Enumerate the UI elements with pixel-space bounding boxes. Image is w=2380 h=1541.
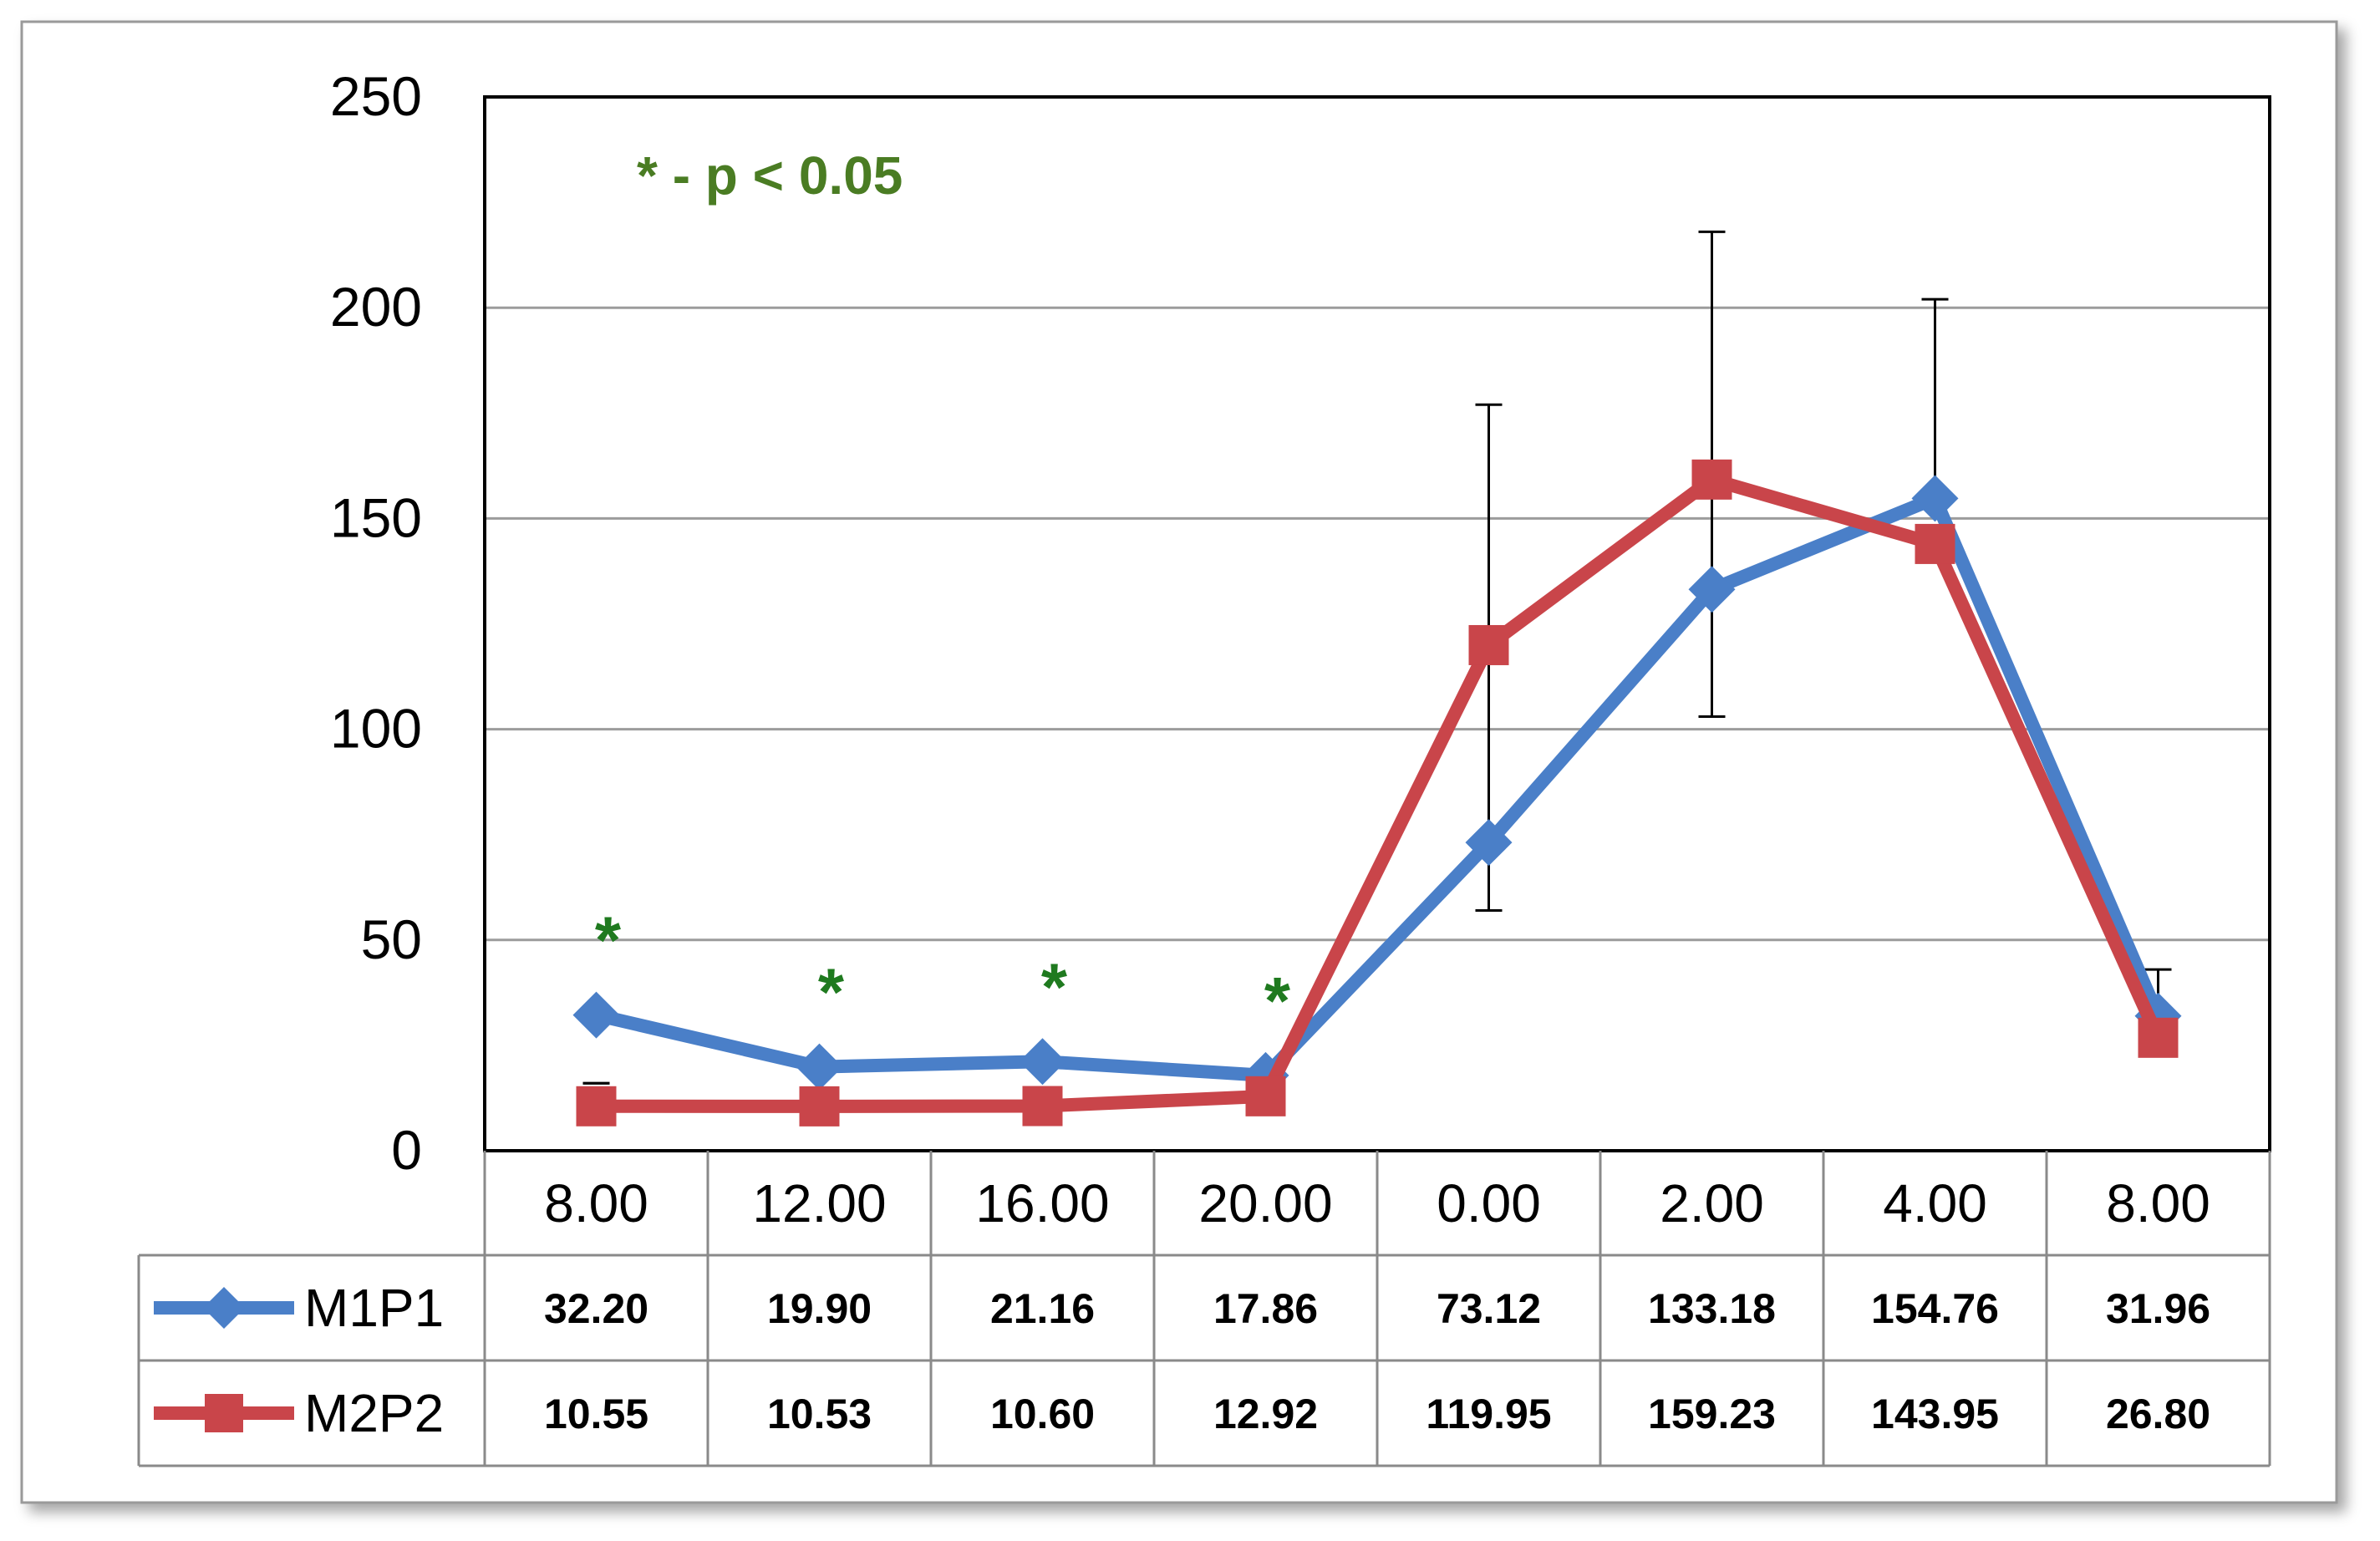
table-cell: 31.96 — [2106, 1285, 2210, 1332]
y-tick-label: 0 — [391, 1119, 422, 1181]
table-cell: 73.12 — [1437, 1285, 1541, 1332]
significance-markers: * * * * — [595, 903, 1291, 1038]
point-M1P1 — [1465, 819, 1513, 867]
point-M1P1 — [796, 1043, 843, 1091]
table-cell: 10.60 — [990, 1391, 1095, 1437]
table-cell: 10.53 — [767, 1391, 872, 1437]
table-cell: 133.18 — [1648, 1285, 1776, 1332]
table-cell: 32.20 — [544, 1285, 648, 1332]
table-cell: 154.76 — [1871, 1285, 1999, 1332]
x-tick-label: 8.00 — [544, 1173, 648, 1233]
grid — [483, 95, 2271, 1152]
legend-marker-square — [205, 1394, 243, 1432]
point-M2P2 — [576, 1086, 617, 1127]
significance-star: * — [1041, 949, 1068, 1024]
y-tick-label: 50 — [361, 908, 422, 970]
point-M2P2 — [1245, 1076, 1286, 1116]
significance-note: * - p < 0.05 — [637, 145, 903, 206]
data-table: 8.00 12.00 16.00 20.00 0.00 2.00 4.00 8.00 M1P1 3… — [137, 1151, 2271, 1467]
legend-marker-diamond — [203, 1287, 245, 1329]
y-tick-label: 200 — [330, 276, 422, 338]
x-tick-label: 8.00 — [2106, 1173, 2210, 1233]
table-cell: 119.95 — [1426, 1391, 1551, 1437]
point-M2P2 — [1915, 523, 1955, 564]
significance-star: * — [595, 903, 622, 978]
point-M1P1 — [1688, 566, 1736, 613]
point-M2P2 — [2138, 1017, 2179, 1058]
y-tick-label: 250 — [330, 65, 422, 127]
table-cell: 12.92 — [1213, 1391, 1318, 1437]
series-line-M2P2 — [596, 472, 2164, 1113]
significance-star: * — [1264, 964, 1291, 1038]
y-tick-label: 150 — [330, 486, 422, 548]
y-tick-label: 100 — [330, 698, 422, 760]
y-axis: 0 50 100 150 200 250 — [330, 65, 422, 1181]
point-M1P1 — [572, 991, 620, 1039]
x-tick-label: 2.00 — [1660, 1173, 1764, 1233]
significance-star: * — [818, 955, 845, 1030]
x-tick-label: 16.00 — [975, 1173, 1109, 1233]
table-cell: 159.23 — [1648, 1391, 1776, 1437]
point-M1P1 — [1911, 475, 1959, 522]
x-tick-label: 0.00 — [1437, 1173, 1541, 1233]
point-M2P2 — [799, 1086, 840, 1127]
table-cell: 17.86 — [1213, 1285, 1318, 1332]
point-M2P2 — [1468, 624, 1509, 665]
table-cell: 143.95 — [1871, 1391, 1999, 1437]
point-M2P2 — [1022, 1086, 1063, 1127]
series-lines — [572, 459, 2182, 1127]
legend-label: M2P2 — [304, 1383, 444, 1443]
series-line-M1P1 — [594, 491, 2164, 1082]
table-cell: 19.90 — [767, 1285, 872, 1332]
x-tick-label: 12.00 — [752, 1173, 886, 1233]
point-M1P1 — [1019, 1038, 1066, 1086]
x-tick-label: 4.00 — [1883, 1173, 1987, 1233]
legend-label: M1P1 — [304, 1278, 444, 1338]
x-tick-label: 20.00 — [1198, 1173, 1332, 1233]
table-cell: 26.80 — [2106, 1391, 2210, 1437]
table-cell: 10.55 — [544, 1391, 648, 1437]
point-M2P2 — [1691, 459, 1732, 500]
table-cell: 21.16 — [990, 1285, 1095, 1332]
